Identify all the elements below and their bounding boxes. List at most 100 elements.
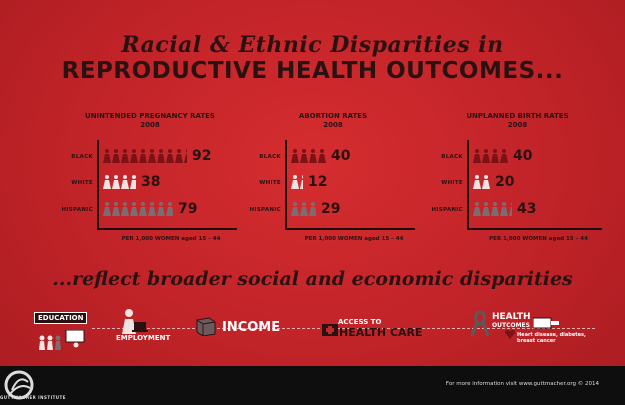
person-icon [112, 175, 120, 189]
row-label: BLACK [259, 154, 281, 160]
data-label: 92 [192, 148, 212, 164]
person-icon [121, 202, 129, 216]
person-icon [184, 149, 187, 163]
chart-abortion: ABORTION RATES 2008 BLACK WHITE HISPANIC 40… [243, 112, 423, 252]
chart-title-text: ABORTION RATES [298, 112, 368, 120]
health-label-line2: OUTCOMES [492, 322, 530, 329]
person-icon [139, 149, 147, 163]
person-icon [103, 202, 111, 216]
employment-label: EMPLOYMENT [116, 334, 171, 342]
row-label: BLACK [441, 154, 463, 160]
chart-title-text: UNPLANNED BIRTH RATES [466, 112, 569, 120]
logo-text: GUTTMACHER INSTITUTE [0, 395, 67, 400]
x-axis [467, 228, 602, 230]
person-icon [509, 202, 512, 216]
bar-black: 40 [473, 149, 532, 163]
person-icon [318, 149, 326, 163]
axis-footnote: PER 1,000 WOMEN aged 15 – 44 [489, 236, 588, 242]
person-icon [166, 149, 174, 163]
bar-hispanic: 79 [103, 202, 197, 216]
y-axis [467, 140, 469, 230]
person-icon [291, 149, 299, 163]
person-icon [482, 149, 490, 163]
access-label-line2: HEALTH CARE [339, 326, 423, 339]
person-icon [130, 149, 138, 163]
chart-unintended-pregnancy: UNINTENDED PREGNANCY RATES 2008 BLACK WHI… [55, 112, 245, 252]
person-icon [291, 175, 299, 189]
person-icon [309, 202, 316, 216]
chart-title: ABORTION RATES 2008 [243, 112, 423, 130]
row-label: WHITE [441, 180, 463, 186]
person-icon [121, 175, 129, 189]
data-label: 38 [141, 174, 161, 190]
chart-year: 2008 [323, 121, 343, 129]
person-icon [473, 202, 481, 216]
title-line-2: REPRODUCTIVE HEALTH OUTCOMES... [61, 58, 564, 84]
person-icon [482, 175, 490, 189]
person-icon [148, 149, 156, 163]
person-icon [148, 202, 156, 216]
row-label: HISPANIC [431, 207, 463, 213]
bar-black: 92 [103, 149, 211, 163]
person-icon [121, 149, 129, 163]
data-label: 20 [495, 174, 515, 190]
person-icon [473, 175, 481, 189]
person-icon [473, 149, 481, 163]
chart-unplanned-birth: UNPLANNED BIRTH RATES 2008 BLACK WHITE HIS… [425, 112, 610, 252]
bar-white: 20 [473, 175, 514, 189]
axis-footnote: PER 1,000 WOMEN aged 15 – 44 [121, 236, 221, 242]
person-icon [291, 202, 299, 216]
bar-hispanic: 43 [473, 202, 536, 216]
data-label: 40 [331, 148, 351, 164]
row-label: WHITE [259, 180, 281, 186]
x-axis [97, 228, 237, 230]
person-icon [491, 202, 499, 216]
person-icon [491, 149, 499, 163]
person-icon [175, 149, 183, 163]
person-icon [130, 175, 136, 189]
person-icon [482, 202, 490, 216]
axis-footnote: PER 1,000 WOMEN aged 15 – 44 [304, 236, 404, 242]
x-axis [285, 228, 415, 230]
person-icon [500, 149, 508, 163]
person-icon [500, 202, 508, 216]
person-icon [300, 202, 308, 216]
divider-line [92, 328, 595, 329]
person-icon [309, 149, 317, 163]
guttmacher-logo-icon [4, 370, 34, 400]
y-axis [97, 140, 99, 230]
heart-icon [505, 330, 515, 339]
person-icon [300, 149, 308, 163]
person-icon [130, 202, 138, 216]
access-label-line1: ACCESS TO [338, 318, 382, 326]
title-line-1: Racial & Ethnic Disparities in [121, 32, 504, 58]
bar-white: 38 [103, 175, 160, 189]
data-label: 40 [513, 148, 533, 164]
y-axis [285, 140, 287, 230]
person-icon [103, 175, 111, 189]
chart-title-text: UNINTENDED PREGNANCY RATES [85, 112, 215, 120]
bar-hispanic: 29 [291, 202, 340, 216]
bar-black: 40 [291, 149, 350, 163]
row-label: WHITE [71, 180, 93, 186]
income-icon [196, 317, 216, 336]
row-label: HISPANIC [61, 207, 93, 213]
person-icon [157, 149, 165, 163]
chart-year: 2008 [140, 121, 160, 129]
income-label: INCOME [222, 320, 281, 335]
education-label: EDUCATION [34, 312, 88, 324]
employment-icon [122, 309, 148, 334]
bar-white: 12 [291, 175, 327, 189]
data-label: 43 [517, 201, 537, 217]
person-icon [103, 149, 111, 163]
person-icon [300, 175, 303, 189]
ribbon-icon [470, 310, 490, 337]
data-label: 12 [308, 174, 328, 190]
health-label-line1: HEALTH [492, 312, 531, 322]
person-icon [139, 202, 147, 216]
education-icon [39, 330, 85, 350]
hospital-icon [322, 324, 338, 336]
data-label: 79 [178, 201, 198, 217]
person-icon [112, 202, 120, 216]
